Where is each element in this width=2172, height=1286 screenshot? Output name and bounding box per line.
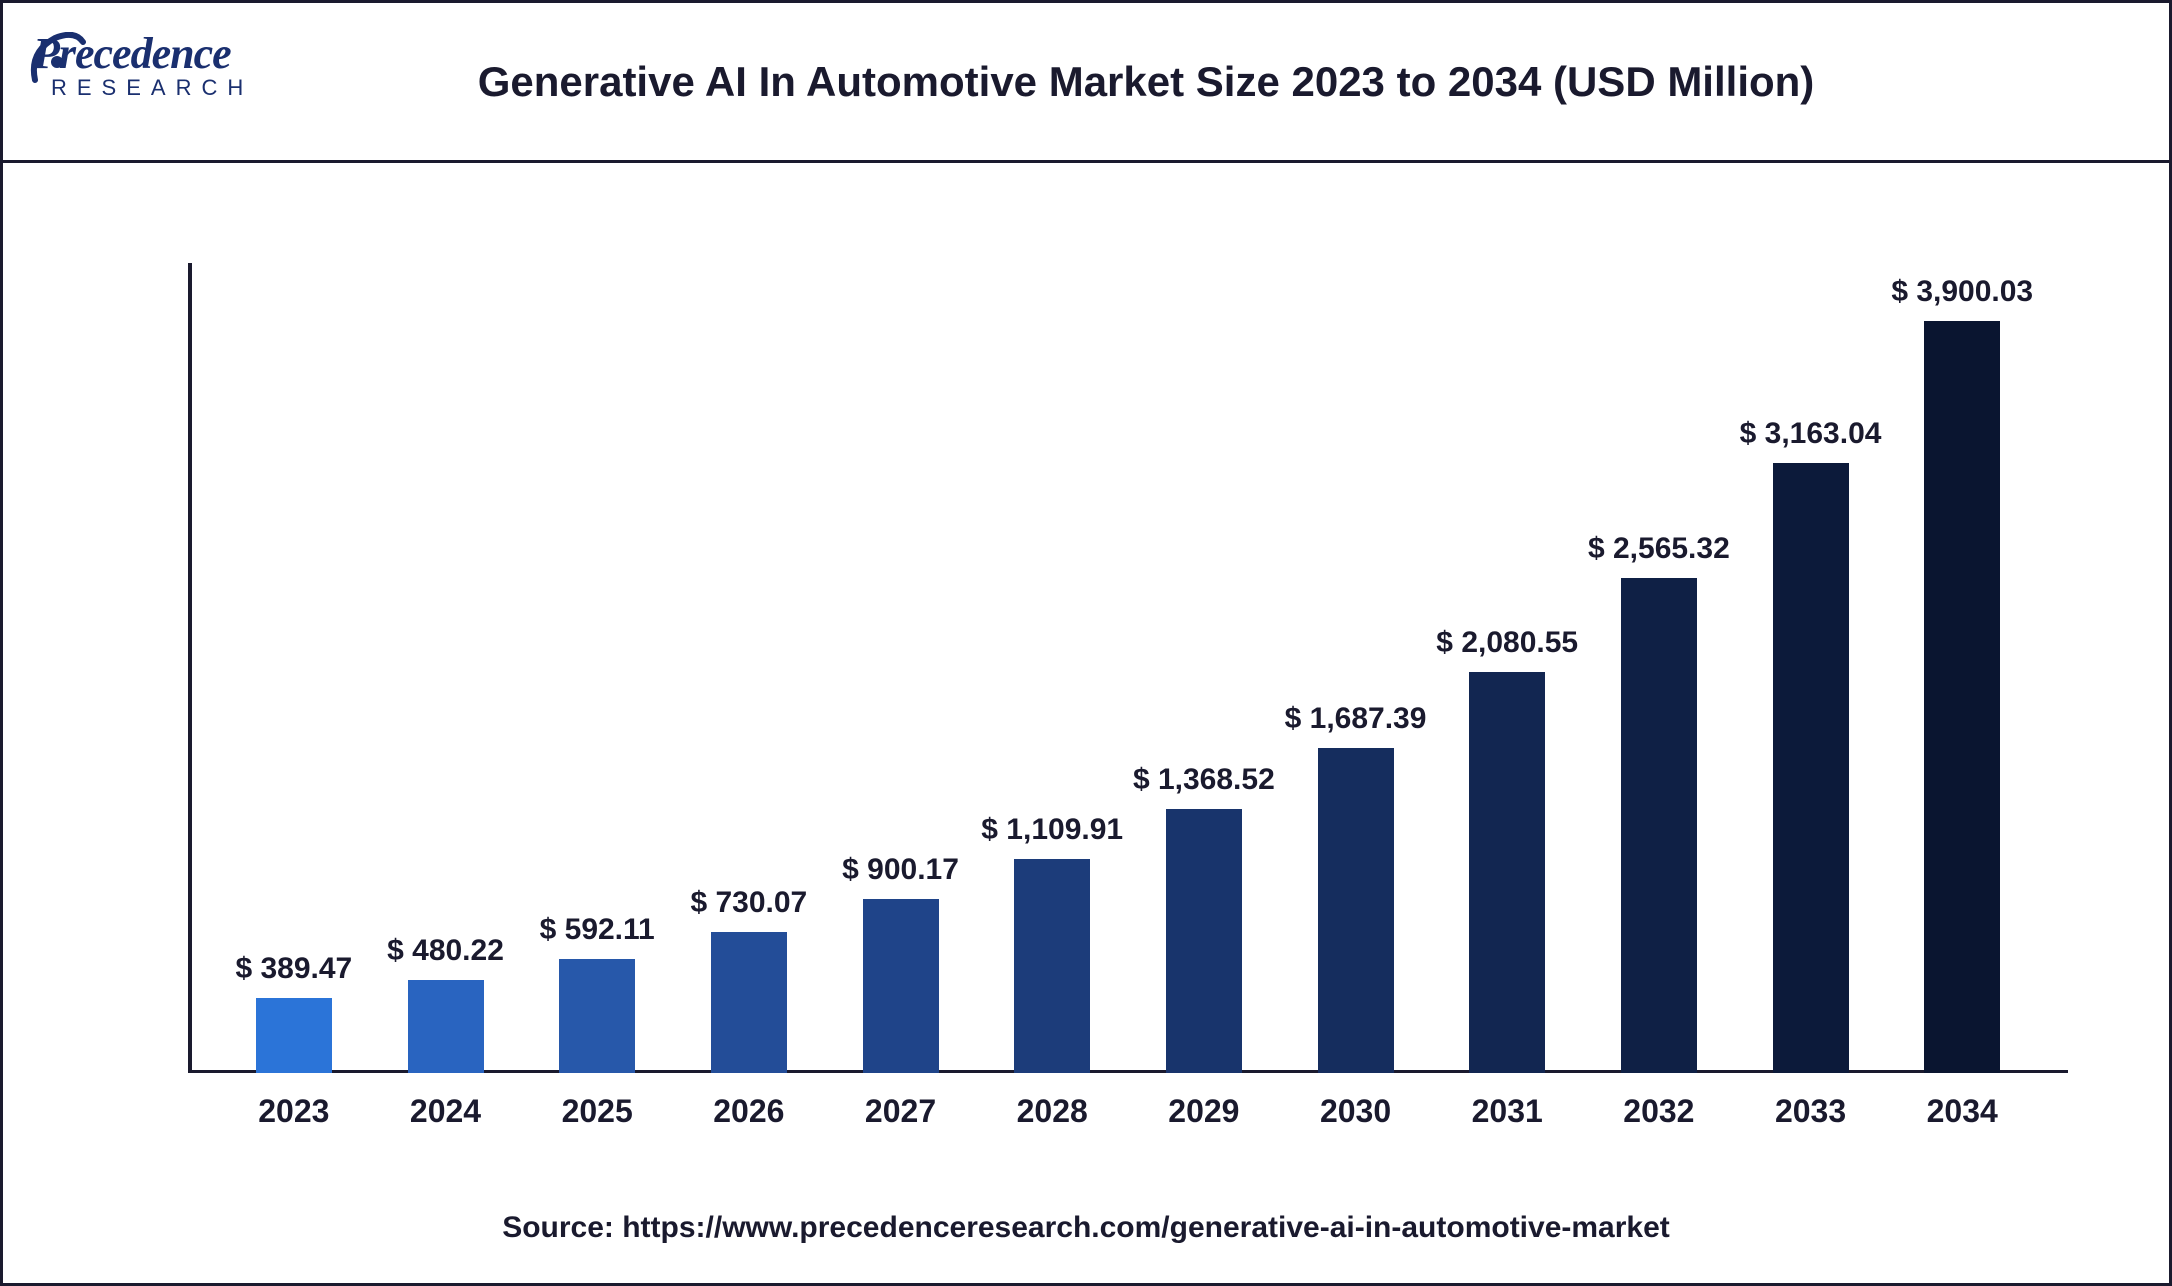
bar-slot: $ 480.22 xyxy=(370,263,522,1073)
plot-area: $ 389.47 $ 480.22 $ 592.11 $ 730.07 $ 900.17… xyxy=(188,263,2068,1073)
bar-slot: $ 3,900.03 xyxy=(1886,263,2038,1073)
bar-rect xyxy=(1469,672,1545,1073)
bar-slot: $ 1,687.39 xyxy=(1280,263,1432,1073)
bar-value-label: $ 900.17 xyxy=(842,853,959,887)
bar-value-label: $ 730.07 xyxy=(690,886,807,920)
bar-value-label: $ 3,163.04 xyxy=(1740,417,1882,451)
bar-value-label: $ 3,900.03 xyxy=(1891,275,2033,309)
bar-rect xyxy=(1621,578,1697,1073)
bar-slot: $ 1,109.91 xyxy=(976,263,1128,1073)
x-tick-label: 2034 xyxy=(1886,1093,2038,1130)
bar-value-label: $ 2,565.32 xyxy=(1588,532,1730,566)
source-url: https://www.precedenceresearch.com/gener… xyxy=(622,1211,1670,1244)
bar-rect xyxy=(1014,859,1090,1073)
chart-title: Generative AI In Automotive Market Size … xyxy=(3,58,2169,106)
bar-value-label: $ 389.47 xyxy=(235,952,352,986)
bar-rect xyxy=(408,980,484,1073)
bars-container: $ 389.47 $ 480.22 $ 592.11 $ 730.07 $ 900.17… xyxy=(188,263,2068,1073)
x-tick-label: 2032 xyxy=(1583,1093,1735,1130)
bar-value-label: $ 2,080.55 xyxy=(1436,626,1578,660)
bar-slot: $ 900.17 xyxy=(825,263,977,1073)
bar-value-label: $ 1,368.52 xyxy=(1133,763,1275,797)
bar-slot: $ 592.11 xyxy=(521,263,673,1073)
x-tick-label: 2026 xyxy=(673,1093,825,1130)
chart-frame: Precedence RESEARCH Generative AI In Aut… xyxy=(0,0,2172,1286)
x-tick-label: 2023 xyxy=(218,1093,370,1130)
source-line: Source: https://www.precedenceresearch.c… xyxy=(3,1211,2169,1245)
bar-rect xyxy=(711,932,787,1073)
bar-slot: $ 3,163.04 xyxy=(1735,263,1887,1073)
bar-value-label: $ 1,687.39 xyxy=(1285,702,1427,736)
header-row: Precedence RESEARCH Generative AI In Aut… xyxy=(3,3,2169,163)
source-prefix: Source: xyxy=(502,1211,622,1244)
x-tick-label: 2028 xyxy=(976,1093,1128,1130)
bar-rect xyxy=(1924,321,2000,1073)
bar-rect xyxy=(1166,809,1242,1073)
bar-rect xyxy=(1773,463,1849,1073)
x-tick-label: 2030 xyxy=(1280,1093,1432,1130)
x-tick-label: 2029 xyxy=(1128,1093,1280,1130)
bar-rect xyxy=(559,959,635,1073)
logo-swoosh-icon xyxy=(27,32,87,92)
x-tick-label: 2033 xyxy=(1735,1093,1887,1130)
x-tick-label: 2025 xyxy=(521,1093,673,1130)
x-labels-row: 2023202420252026202720282029203020312032… xyxy=(188,1093,2068,1130)
bar-rect xyxy=(863,899,939,1073)
bar-value-label: $ 592.11 xyxy=(540,913,655,947)
x-tick-label: 2024 xyxy=(370,1093,522,1130)
x-tick-label: 2031 xyxy=(1431,1093,1583,1130)
bar-value-label: $ 480.22 xyxy=(387,934,504,968)
brand-logo: Precedence RESEARCH xyxy=(33,28,253,101)
x-tick-label: 2027 xyxy=(825,1093,977,1130)
bar-slot: $ 2,565.32 xyxy=(1583,263,1735,1073)
bar-slot: $ 389.47 xyxy=(218,263,370,1073)
bar-rect xyxy=(256,998,332,1073)
bar-value-label: $ 1,109.91 xyxy=(981,813,1123,847)
bar-slot: $ 1,368.52 xyxy=(1128,263,1280,1073)
bar-rect xyxy=(1318,748,1394,1073)
bar-slot: $ 2,080.55 xyxy=(1431,263,1583,1073)
bar-slot: $ 730.07 xyxy=(673,263,825,1073)
